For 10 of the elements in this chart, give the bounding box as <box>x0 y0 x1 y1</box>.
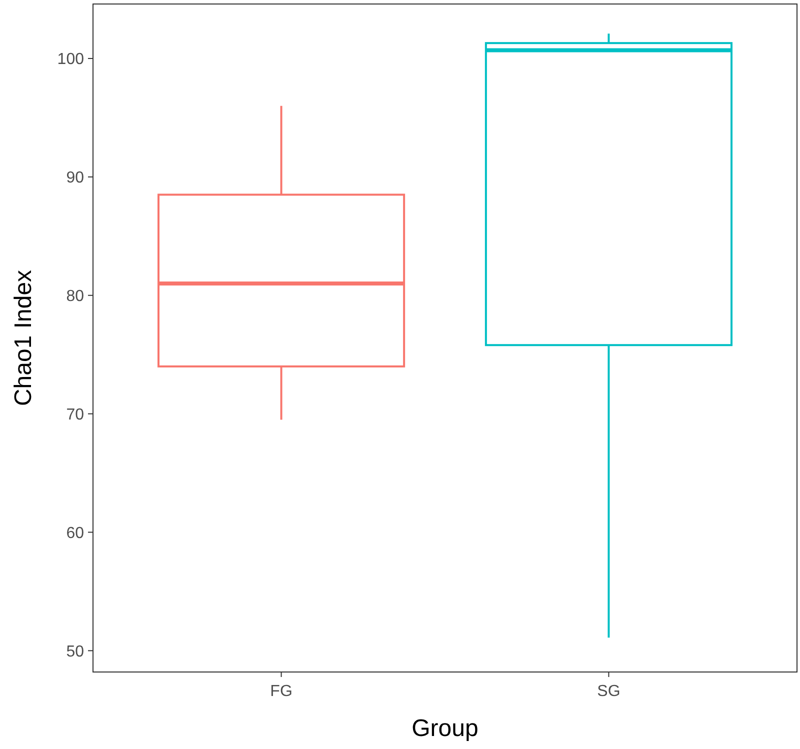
y-tick-label: 50 <box>66 643 84 660</box>
y-tick-label: 90 <box>66 170 84 187</box>
x-tick-label: SG <box>597 683 620 700</box>
y-tick-label: 80 <box>66 288 84 305</box>
x-tick-label: FG <box>270 683 292 700</box>
y-tick-label: 100 <box>57 51 84 68</box>
y-tick-label: 70 <box>66 406 84 424</box>
y-tick-label: 60 <box>66 524 84 542</box>
y-axis-title: Chao1 Index <box>10 270 37 406</box>
x-axis-title: Group <box>412 715 478 742</box>
